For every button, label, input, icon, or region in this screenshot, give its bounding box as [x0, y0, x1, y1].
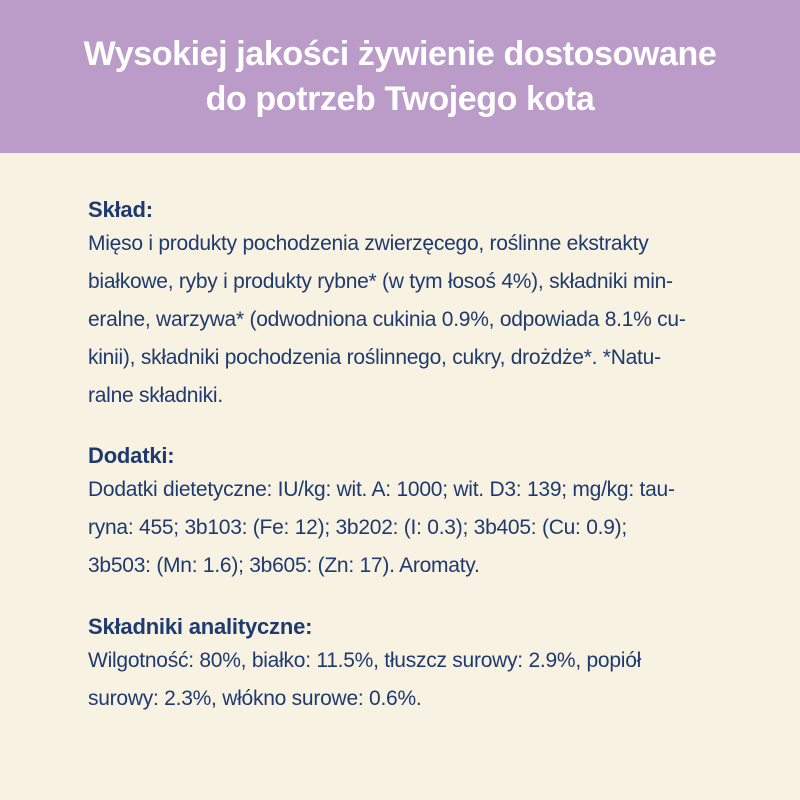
- additives-text-line: ryna: 455; 3b103: (Fe: 12); 3b202: (I: 0…: [88, 516, 627, 539]
- page-title-line2: do potrzeb Twojego kota: [205, 79, 595, 118]
- ingredients-text-line: białkowe, ryby i produkty rybne* (w tym …: [88, 270, 673, 293]
- additives-heading: Dodatki:: [88, 443, 175, 468]
- ingredients-heading: Skład:: [88, 197, 153, 222]
- ingredients-text-line: kinii), składniki pochodzenia roślinnego…: [88, 346, 661, 369]
- ingredients-text-line: eralne, warzywa* (odwodniona cukinia 0.9…: [88, 308, 686, 331]
- additives-text-line: Dodatki dietetyczne: IU/kg: wit. A: 1000…: [88, 478, 675, 501]
- content-area: Skład: Mięso i produkty pochodzenia zwie…: [0, 153, 800, 718]
- analytical-components-text-line: Wilgotność: 80%, białko: 11.5%, tłuszcz …: [88, 649, 642, 672]
- section-analytical-components: Składniki analityczne: Wilgotność: 80%, …: [88, 614, 740, 718]
- section-additives: Dodatki: Dodatki dietetyczne: IU/kg: wit…: [88, 443, 740, 585]
- analytical-components-text-line: surowy: 2.3%, włókno surowe: 0.6%.: [88, 687, 422, 710]
- additives-text-line: 3b503: (Mn: 1.6); 3b605: (Zn: 17). Aroma…: [88, 554, 480, 577]
- ingredients-text-line: Mięso i produkty pochodzenia zwierzęcego…: [88, 232, 649, 255]
- section-ingredients: Skład: Mięso i produkty pochodzenia zwie…: [88, 197, 740, 415]
- header-banner: Wysokiej jakości żywienie dostosowane do…: [0, 0, 800, 153]
- ingredients-text-line: ralne składniki.: [88, 384, 223, 407]
- page-title-line1: Wysokiej jakości żywienie dostosowane: [83, 34, 717, 73]
- analytical-components-heading: Składniki analityczne:: [88, 614, 313, 639]
